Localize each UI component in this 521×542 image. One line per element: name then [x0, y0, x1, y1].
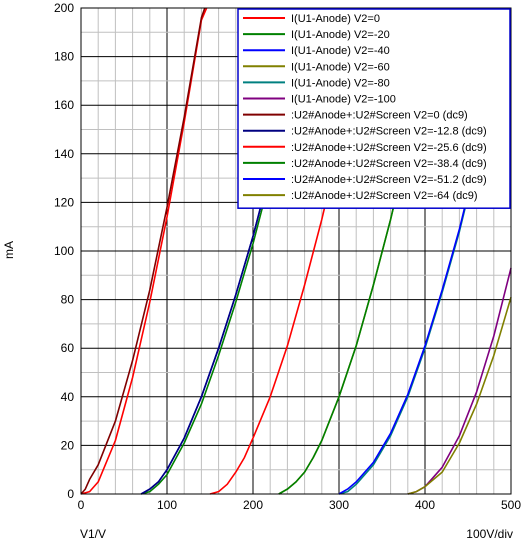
legend-entry: :U2#Anode+:U2#Screen V2=-51.2 (dc9) [291, 174, 487, 186]
legend-entry: I(U1-Anode) V2=-20 [291, 29, 390, 41]
y-tick-label: 120 [54, 195, 74, 209]
legend-entry: I(U1-Anode) V2=-40 [291, 45, 390, 57]
y-tick-label: 100 [54, 244, 74, 258]
y-tick-label: 0 [67, 487, 74, 501]
y-tick-label: 140 [54, 147, 74, 161]
legend-entry: I(U1-Anode) V2=0 [291, 13, 380, 25]
y-tick-label: 200 [54, 1, 74, 15]
x-tick-label: 0 [78, 498, 85, 512]
scale-note: 100V/div [466, 527, 513, 541]
legend: I(U1-Anode) V2=0 I(U1-Anode) V2=-20 I(U1-A… [237, 8, 511, 209]
y-tick-label: 160 [54, 98, 74, 112]
legend-entry: :U2#Anode+:U2#Screen V2=-38.4 (dc9) [291, 158, 487, 170]
legend-entry: I(U1-Anode) V2=-60 [291, 61, 390, 73]
y-tick-label: 80 [61, 293, 75, 307]
y-axis-label: mA [2, 241, 16, 259]
x-tick-label: 300 [329, 498, 349, 512]
legend-entry: :U2#Anode+:U2#Screen V2=-12.8 (dc9) [291, 126, 487, 138]
legend-entry: I(U1-Anode) V2=-80 [291, 77, 390, 89]
legend-entry: :U2#Anode+:U2#Screen V2=-25.6 (dc9) [291, 142, 487, 154]
y-tick-label: 40 [61, 390, 75, 404]
series-line-12 [407, 296, 512, 495]
x-tick-label: 200 [243, 498, 263, 512]
y-tick-label: 20 [61, 438, 75, 452]
y-tick-label: 60 [61, 341, 75, 355]
tick-labels: 0 20 40 60 80 100 120 140 160 180 200 0 100 200 300 400… [54, 1, 521, 512]
plot-border [80, 7, 512, 495]
legend-entry: I(U1-Anode) V2=-100 [291, 94, 396, 106]
x-tick-label: 400 [415, 498, 435, 512]
series-line-2 [140, 85, 293, 495]
y-tick-label: 180 [54, 50, 74, 64]
legend-entry: :U2#Anode+:U2#Screen V2=-64 (dc9) [291, 190, 478, 202]
x-tick-label: 500 [501, 498, 521, 512]
x-axis-label: V1/V [80, 527, 106, 541]
legend-entry: :U2#Anode+:U2#Screen V2=0 (dc9) [291, 110, 468, 122]
series-line-7 [80, 7, 206, 495]
series-line-10 [278, 146, 409, 495]
legend-box [237, 8, 511, 209]
x-tick-label: 100 [157, 498, 177, 512]
